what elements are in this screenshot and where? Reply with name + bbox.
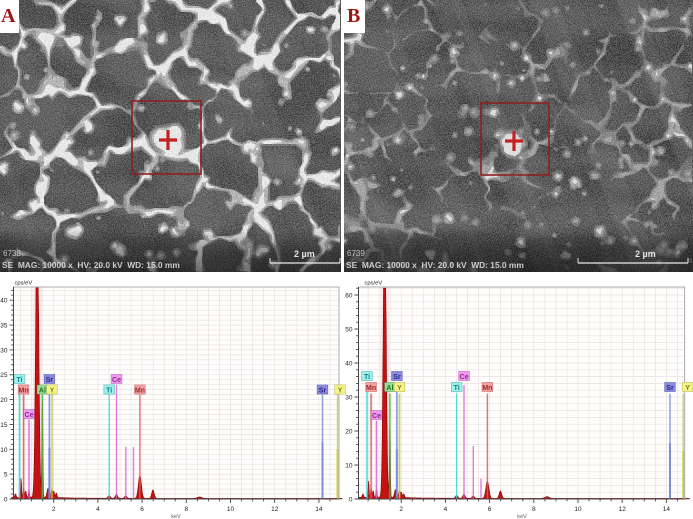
svg-text:Mn: Mn xyxy=(135,387,145,394)
svg-text:20: 20 xyxy=(345,429,353,436)
svg-text:cps/eV: cps/eV xyxy=(365,281,383,287)
svg-text:Ce: Ce xyxy=(460,374,469,381)
svg-text:Y: Y xyxy=(685,385,690,392)
svg-text:0: 0 xyxy=(4,497,8,504)
svg-text:Ti: Ti xyxy=(16,377,22,384)
svg-text:5: 5 xyxy=(4,472,8,479)
svg-text:6738: 6738 xyxy=(3,249,21,258)
svg-text:6: 6 xyxy=(488,506,492,513)
svg-text:Mn: Mn xyxy=(482,385,492,392)
svg-text:2: 2 xyxy=(399,506,403,513)
svg-text:Al: Al xyxy=(39,387,46,394)
svg-text:Ce: Ce xyxy=(372,413,381,420)
svg-text:Mn: Mn xyxy=(19,387,29,394)
svg-text:8: 8 xyxy=(532,506,536,513)
svg-text:4: 4 xyxy=(444,506,448,513)
svg-text:6: 6 xyxy=(140,506,144,513)
svg-text:10: 10 xyxy=(0,447,8,454)
svg-text:30: 30 xyxy=(0,347,8,354)
svg-text:cps/eV: cps/eV xyxy=(15,281,33,287)
svg-text:14: 14 xyxy=(315,506,323,513)
svg-text:4: 4 xyxy=(96,506,100,513)
svg-text:0: 0 xyxy=(349,497,353,504)
svg-text:10: 10 xyxy=(227,506,235,513)
svg-text:12: 12 xyxy=(619,506,627,513)
svg-text:60: 60 xyxy=(345,293,353,300)
svg-text:Sr: Sr xyxy=(319,387,327,394)
svg-text:Y: Y xyxy=(338,387,343,394)
svg-text:2: 2 xyxy=(52,506,56,513)
svg-text:25: 25 xyxy=(0,372,8,379)
svg-text:6739: 6739 xyxy=(347,249,365,258)
svg-text:SE MAG: 10000 x HV: 20.0 kV: SE MAG: 10000 x HV: 20.0 kV WD: 15.0 mm xyxy=(2,260,180,270)
svg-text:Y: Y xyxy=(397,385,402,392)
svg-text:Y: Y xyxy=(50,387,55,394)
svg-text:Ce: Ce xyxy=(112,377,121,384)
svg-text:Sr: Sr xyxy=(666,385,674,392)
svg-text:2 µm: 2 µm xyxy=(635,249,656,259)
svg-text:50: 50 xyxy=(345,327,353,334)
svg-text:30: 30 xyxy=(345,395,353,402)
svg-text:keV: keV xyxy=(171,514,181,519)
svg-text:2 µm: 2 µm xyxy=(294,249,315,259)
svg-text:40: 40 xyxy=(0,298,8,305)
svg-text:Sr: Sr xyxy=(393,374,401,381)
svg-text:12: 12 xyxy=(271,506,279,513)
svg-text:Ce: Ce xyxy=(25,412,34,419)
svg-text:10: 10 xyxy=(345,463,353,470)
svg-text:Sr: Sr xyxy=(46,377,54,384)
svg-text:10: 10 xyxy=(574,506,582,513)
svg-text:14: 14 xyxy=(663,506,671,513)
svg-text:8: 8 xyxy=(184,506,188,513)
svg-text:Mn: Mn xyxy=(366,385,376,392)
svg-text:15: 15 xyxy=(0,422,8,429)
svg-text:35: 35 xyxy=(0,323,8,330)
svg-text:Ti: Ti xyxy=(454,385,460,392)
svg-text:40: 40 xyxy=(345,361,353,368)
svg-text:keV: keV xyxy=(517,514,527,519)
svg-text:Al: Al xyxy=(386,385,393,392)
svg-text:SE MAG: 10000 x HV: 20.0 kV: SE MAG: 10000 x HV: 20.0 kV WD: 15.0 mm xyxy=(346,260,524,270)
svg-text:20: 20 xyxy=(0,397,8,404)
svg-text:Ti: Ti xyxy=(106,387,112,394)
svg-text:Ti: Ti xyxy=(364,374,370,381)
